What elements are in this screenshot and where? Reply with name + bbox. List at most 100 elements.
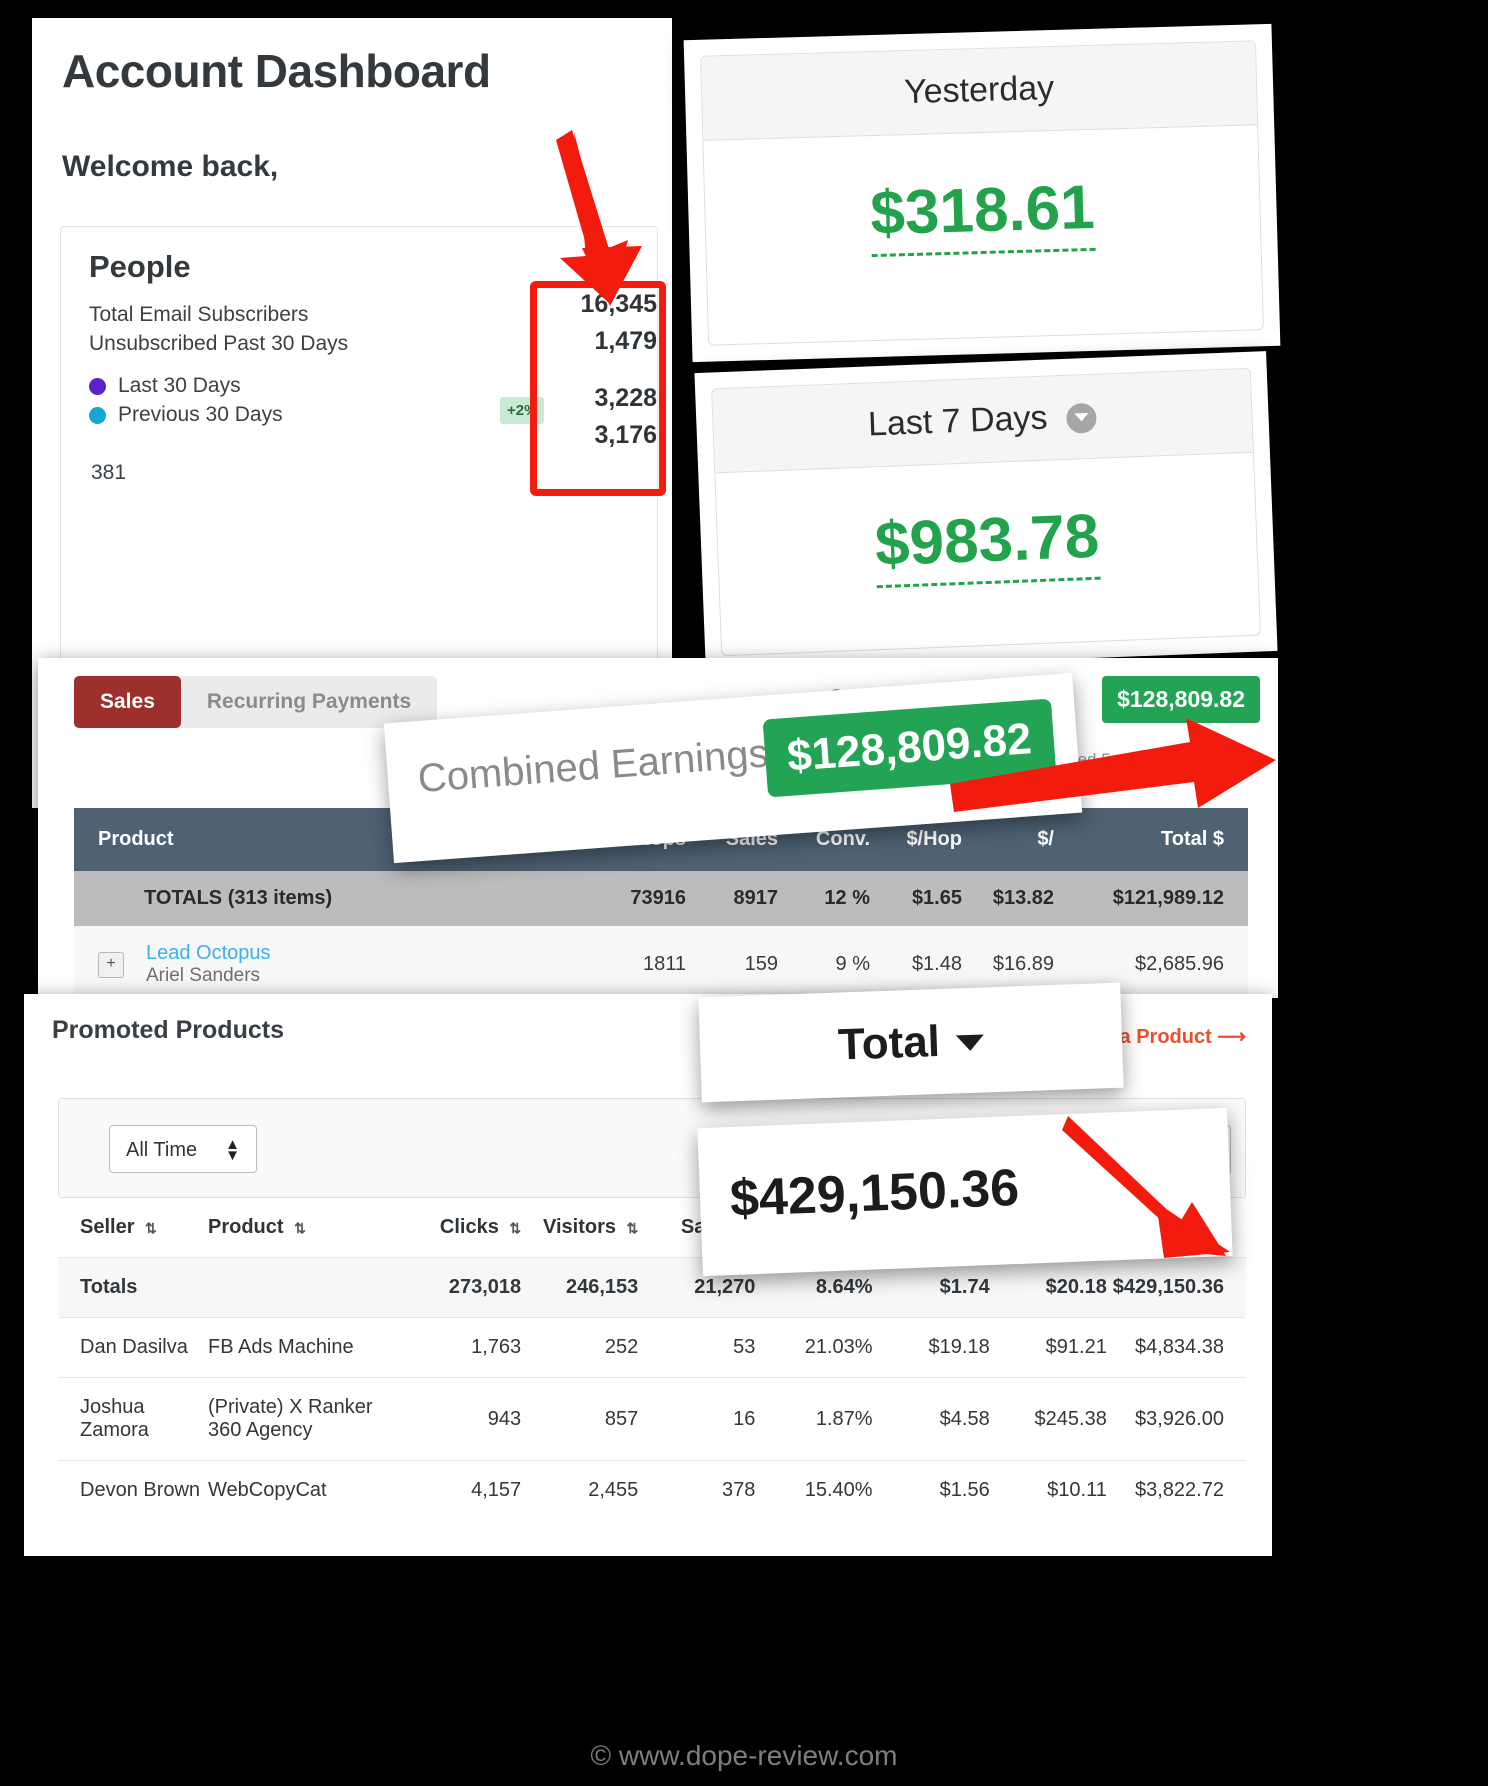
row-epc: $1.56 [939,1479,990,1501]
people-value: 3,176 [594,421,657,449]
row-conv: 9 % [835,953,870,975]
table-row[interactable]: Devon Brown WebCopyCat 4,157 2,455 378 1… [58,1460,1246,1520]
totals-per-sale: $13.82 [992,887,1054,909]
kpi-yesterday-panel: Yesterday $318.61 [683,23,1281,363]
totals-conv: 12 % [824,887,870,909]
row-clicks: 1,763 [471,1336,522,1358]
col-per-sale[interactable]: $/ [1037,828,1054,850]
row-sales: 53 [733,1336,756,1358]
row-clicks: 4,157 [471,1479,522,1501]
kpi-yesterday-card: Yesterday $318.61 [700,40,1264,346]
kpi-last7-panel: Last 7 Days $983.78 [694,351,1278,673]
page-title: Account Dashboard [62,45,491,97]
red-arrow-right-icon [950,718,1276,812]
people-value: 1,479 [594,327,657,355]
chart-axis-label: 381 [91,461,127,484]
combined-earnings-badge: $128,809.82 [1102,676,1260,723]
callout-total-label-text: Total [837,1017,941,1070]
sales-table: Product Hops Sales Conv. $/Hop $/ Total … [74,808,1248,998]
row-epc: $4.58 [939,1407,990,1430]
sort-icon[interactable]: ⇅ [626,1220,639,1236]
legend-dot-cyan-icon [89,406,106,424]
people-value: 3,228 [594,384,657,412]
welcome-heading: Welcome back, [62,150,279,183]
people-row-prev30: Previous 30 Days [89,403,657,427]
row-visitors: 252 [604,1336,639,1358]
col-product[interactable]: Product ⇅ [208,1216,404,1239]
row-avg: $10.11 [1047,1479,1107,1501]
promoted-totals-row: Totals 273,018 246,153 21,270 8.64% $1.7… [58,1257,1246,1317]
tab-sales[interactable]: Sales [74,676,181,728]
arrow-right-icon: ⟶ [1217,1026,1246,1048]
col-total[interactable]: Total $ [1161,828,1224,850]
col-seller[interactable]: Seller ⇅ [80,1216,208,1239]
callout-total-text: Total [698,983,1123,1103]
promoted-heading: Promoted Products [52,1016,284,1044]
totals-conv: 8.64% [815,1276,873,1298]
row-per-hop: $1.48 [911,953,962,975]
row-product: (Private) X Ranker 360 Agency [208,1396,373,1441]
col-product-label: Product [208,1216,284,1238]
table-row[interactable]: Joshua Zamora (Private) X Ranker 360 Age… [58,1377,1246,1460]
totals-sales: 8917 [733,887,779,909]
totals-total: $121,989.12 [1112,887,1224,909]
row-product-link[interactable]: Lead Octopus [146,942,271,964]
find-product-label: l a Product [1108,1026,1212,1048]
people-heading: People [89,249,191,284]
col-clicks-label: Clicks [439,1216,499,1238]
totals-epc: $1.74 [939,1276,990,1298]
chevron-down-circle-icon[interactable] [1066,402,1098,434]
col-seller-label: Seller [80,1216,135,1238]
row-product: WebCopyCat [208,1479,327,1501]
row-total: $4,834.38 [1135,1336,1224,1358]
find-product-link[interactable]: l a Product ⟶ [1108,1024,1246,1049]
people-row-total-subscribers: Total Email Subscribers [89,303,657,327]
row-clicks: 943 [487,1407,522,1430]
time-range-value: All Time [126,1139,198,1161]
plus-square-icon[interactable]: + [98,951,124,978]
totals-visitors: 246,153 [565,1276,639,1298]
col-visitors-label: Visitors [542,1216,616,1238]
watermark: © www.dope-review.com [590,1740,898,1771]
people-value: 16,345 [580,290,657,318]
callout-combined-label: Combined Earnings: [416,730,782,802]
kpi-yesterday-title: Yesterday [701,41,1258,141]
col-per-hop[interactable]: $/Hop [906,828,962,850]
sales-totals-row: TOTALS (313 items) 73916 8917 12 % $1.65… [74,871,1248,926]
time-range-select[interactable]: All Time ▲ ▼ [109,1125,257,1173]
row-conv: 1.87% [815,1407,873,1430]
col-clicks[interactable]: Clicks ⇅ [404,1216,521,1239]
people-values-column: 16,345 1,479 3,228 3,176 [537,286,657,454]
people-label: Total Email Subscribers [89,303,309,326]
row-sales: 159 [744,953,778,975]
row-seller-name: Ariel Sanders [146,965,261,986]
row-sales: 16 [733,1407,756,1430]
row-avg: $245.38 [1034,1407,1107,1430]
people-label: Last 30 Days [118,374,241,397]
col-conv[interactable]: Conv. [815,828,870,850]
col-product[interactable]: Product [98,828,174,850]
tab-recurring-payments[interactable]: Recurring Payments [206,690,412,713]
row-total: $2,685.96 [1135,953,1224,975]
people-label: Previous 30 Days [118,403,283,426]
people-row-last30: Last 30 Days [89,374,657,398]
row-product: FB Ads Machine [208,1336,354,1358]
people-row-unsubscribed: Unsubscribed Past 30 Days [89,332,657,356]
kpi-yesterday-value: $318.61 [869,172,1096,258]
table-row[interactable]: Dan Dasilva FB Ads Machine 1,763 252 53 … [58,1317,1246,1377]
sort-icon[interactable]: ⇅ [294,1220,306,1236]
sort-icon[interactable]: ⇅ [509,1220,522,1236]
sales-tabbar: Sales Recurring Payments [74,676,438,728]
row-per-sale: $16.89 [992,953,1054,975]
kpi-last7-card: Last 7 Days $983.78 [711,367,1261,657]
row-sales: 378 [722,1479,756,1501]
totals-total: $429,150.36 [1112,1276,1224,1298]
col-visitors[interactable]: Visitors ⇅ [521,1216,638,1239]
legend-dot-purple-icon [89,377,106,395]
totals-avg: $20.18 [1045,1276,1107,1298]
totals-per-hop: $1.65 [911,887,962,909]
row-hops: 1811 [642,953,686,975]
totals-label: TOTALS (313 items) [144,887,333,909]
sort-icon[interactable]: ⇅ [145,1220,157,1236]
row-seller: Dan Dasilva [80,1336,188,1358]
